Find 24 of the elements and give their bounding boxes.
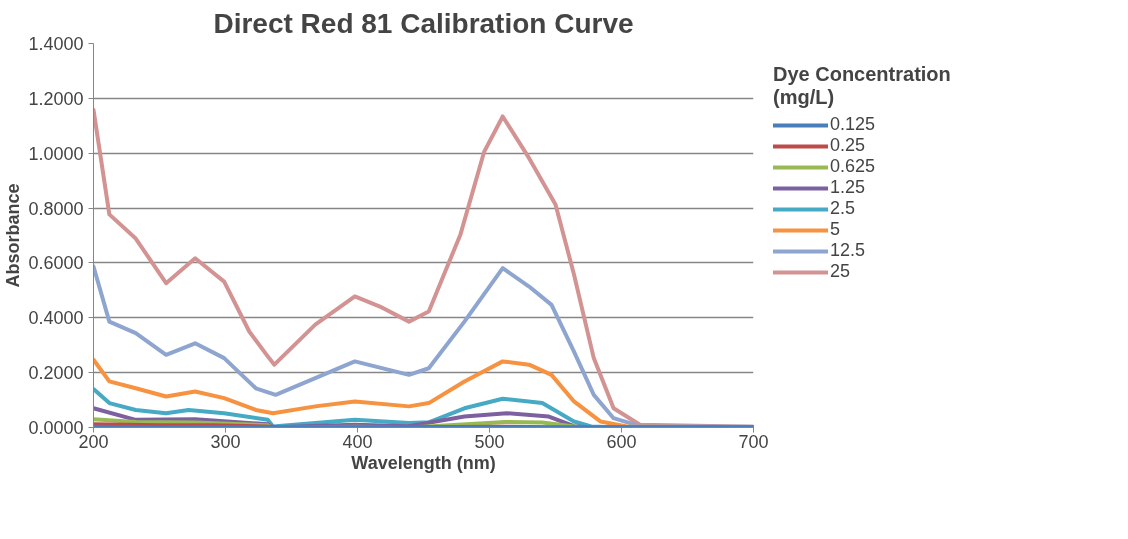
x-tick-label: 500 (474, 431, 505, 452)
legend-label: 25 (830, 261, 851, 282)
y-tick-label: 0.4000 (28, 308, 84, 329)
y-tick-label: 1.2000 (28, 88, 84, 109)
chart-title: Direct Red 81 Calibration Curve (213, 7, 634, 39)
legend-label: 2.5 (830, 198, 856, 219)
legend-label: 5 (830, 219, 841, 240)
x-tick-label: 300 (210, 431, 241, 452)
legend-label: 12.5 (830, 240, 866, 261)
y-tick-label: 0.6000 (28, 253, 84, 274)
legend-label: 1.25 (830, 177, 866, 198)
legend-title: Dye Concentration (mg/L) (773, 63, 951, 109)
y-tick-label: 0.2000 (28, 363, 84, 384)
y-tick-label: 1.4000 (28, 34, 84, 54)
legend-label: 0.25 (830, 135, 866, 156)
x-tick-label: 600 (606, 431, 637, 452)
x-tick-label: 400 (342, 431, 373, 452)
y-tick-label: 0.8000 (28, 198, 84, 219)
x-axis-title: Wavelength (nm) (351, 452, 496, 473)
x-tick-label: 700 (738, 431, 769, 452)
y-axis-title: Absorbance (3, 183, 24, 288)
legend-label: 0.625 (830, 156, 876, 177)
y-tick-label: 1.0000 (28, 143, 84, 164)
legend-label: 0.125 (830, 114, 876, 135)
